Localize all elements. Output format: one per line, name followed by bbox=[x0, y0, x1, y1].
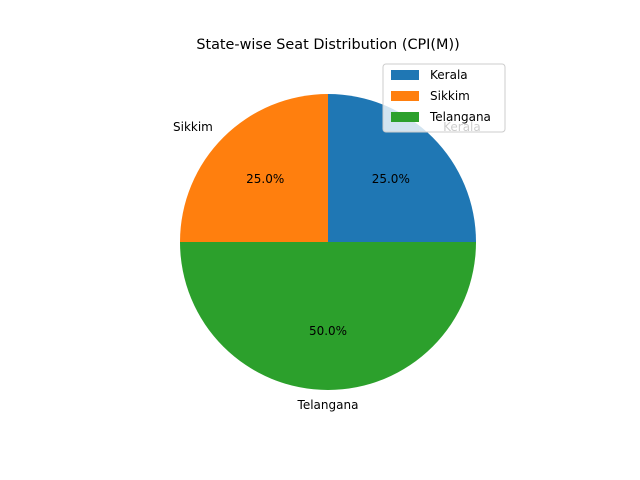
legend-swatch-telangana bbox=[391, 112, 419, 122]
pie-slices bbox=[180, 94, 476, 390]
pie-slice-kerala bbox=[328, 94, 476, 242]
legend-label-telangana: Telangana bbox=[429, 110, 491, 124]
chart-title: State-wise Seat Distribution (CPI(M)) bbox=[196, 37, 459, 53]
slice-label-sikkim: Sikkim bbox=[173, 120, 213, 134]
percent-labels: 25.0% 25.0% 50.0% bbox=[246, 172, 410, 338]
legend-swatch-sikkim bbox=[391, 91, 419, 101]
percent-label-kerala: 25.0% bbox=[372, 172, 410, 186]
legend: Kerala Sikkim Telangana bbox=[382, 63, 506, 133]
legend-label-kerala: Kerala bbox=[430, 68, 468, 82]
pie-slice-sikkim bbox=[180, 94, 328, 242]
percent-label-sikkim: 25.0% bbox=[246, 172, 284, 186]
slice-label-telangana: Telangana bbox=[297, 398, 359, 412]
percent-label-telangana: 50.0% bbox=[309, 324, 347, 338]
legend-swatch-kerala bbox=[391, 70, 419, 80]
pie-slice-telangana bbox=[180, 242, 476, 390]
legend-label-sikkim: Sikkim bbox=[430, 89, 470, 103]
